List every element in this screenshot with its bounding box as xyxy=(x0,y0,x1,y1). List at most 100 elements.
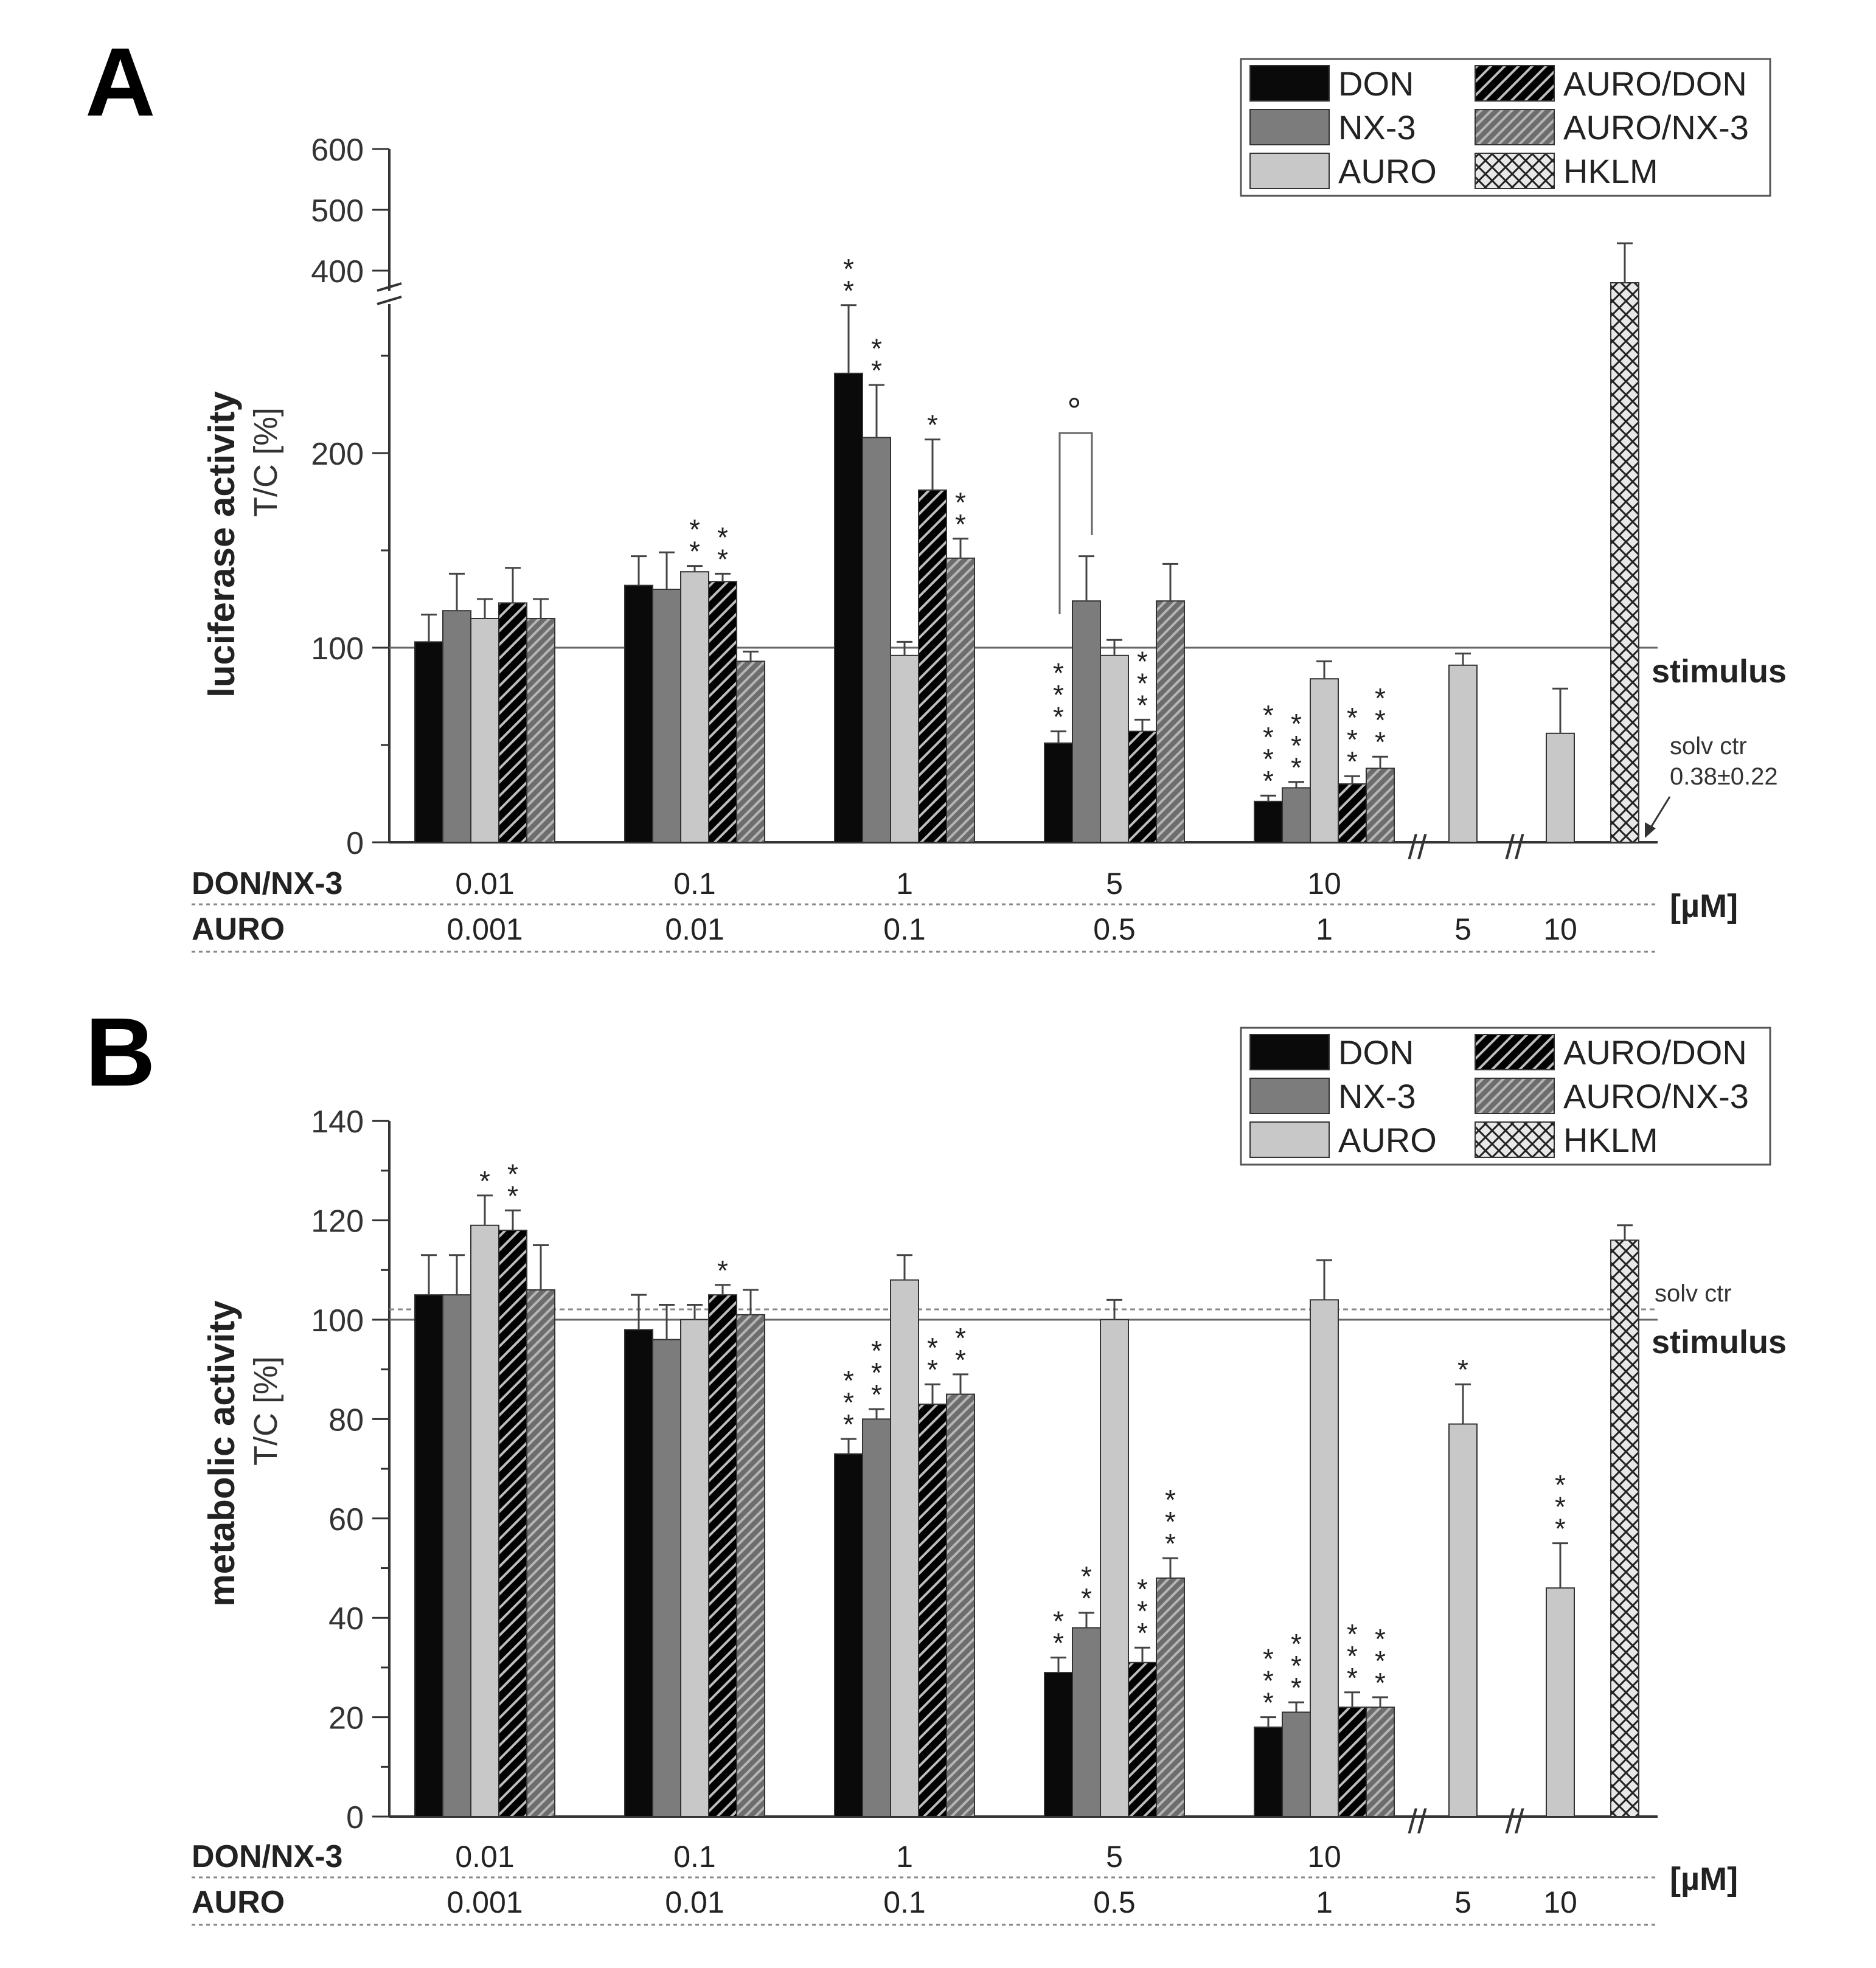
bar-auro xyxy=(1546,1587,1575,1817)
bar-auro-nx-3 xyxy=(526,618,555,843)
panel-a-axis-break xyxy=(377,282,402,292)
y-tick-label: 0 xyxy=(346,826,364,861)
bar-auro-nx-3 xyxy=(1156,600,1185,843)
y-tick-label: 100 xyxy=(311,1303,364,1339)
bar-auro-don xyxy=(1128,1661,1157,1817)
bar-nx-3 xyxy=(862,1418,891,1817)
panel-a-dose-labels: 0.01 0.1 1 5 10 0.001 0.01 0.1 0.5 1 5 10 xyxy=(446,867,1577,946)
bar-auro-don xyxy=(708,581,737,843)
significance-mark: * xyxy=(1137,1617,1148,1649)
bar-nx-3 xyxy=(1072,1627,1101,1818)
significance-mark: * xyxy=(843,1408,854,1440)
y-tick-label: 600 xyxy=(311,133,364,168)
legend-a-swatch-nx3 xyxy=(1249,109,1330,145)
significance-mark: * xyxy=(1137,689,1148,721)
bar-nx-3 xyxy=(862,437,891,843)
bar-nx-3 xyxy=(652,1339,681,1817)
bar-auro xyxy=(1310,1299,1339,1818)
significance-mark: * xyxy=(1263,721,1274,753)
bar-auro xyxy=(890,654,919,844)
legend-b-label-auro-don: AURO/DON xyxy=(1563,1033,1747,1072)
panel-a-bars: ****************************** xyxy=(414,242,1639,844)
significance-mark: * xyxy=(871,1379,882,1410)
panel-a-solvctr-label: solv ctr xyxy=(1670,733,1747,760)
panel-b-solvctr-label: solv ctr xyxy=(1655,1280,1732,1307)
significance-mark: * xyxy=(927,1332,938,1363)
dose-label-auro: 0.5 xyxy=(1093,1885,1136,1919)
bar-auro-don xyxy=(498,602,527,844)
significance-mark: * xyxy=(1555,1469,1566,1501)
y-tick-label: 200 xyxy=(311,437,364,472)
bar-hklm xyxy=(1610,1239,1639,1817)
significance-mark: * xyxy=(955,1322,966,1354)
bar-auro-nx-3 xyxy=(1366,1706,1395,1818)
panel-a-label: A xyxy=(85,27,156,136)
significance-mark: * xyxy=(1263,1687,1274,1719)
significance-mark: * xyxy=(871,1357,882,1388)
panel-a-comparison-symbol: ° xyxy=(1067,391,1081,431)
y-tick-label: 400 xyxy=(311,254,364,289)
panel-b-bars: ***************** *********************** xyxy=(414,1158,1639,1818)
panel-b-ylabel: metabolic activity xyxy=(201,1300,242,1607)
panel-a-x-break-2: // xyxy=(1505,828,1524,866)
legend-b-label-auro: AURO xyxy=(1338,1121,1437,1159)
dose-label-don-nx3: 0.1 xyxy=(673,867,716,901)
bar-don xyxy=(834,1453,863,1818)
significance-mark: * xyxy=(1347,702,1358,733)
bar-nx-3 xyxy=(1282,787,1311,844)
panel-b-row-label-don: DON/NX-3 xyxy=(192,1839,342,1874)
significance-mark: * xyxy=(1137,1595,1148,1627)
significance-mark: * xyxy=(1375,682,1386,714)
dose-label-auro: 0.01 xyxy=(665,1885,724,1919)
bar-auro-nx-3 xyxy=(736,1314,765,1818)
bar-auro-don xyxy=(918,1403,947,1817)
bar-don xyxy=(624,1329,653,1818)
bar-nx-3 xyxy=(1282,1711,1311,1817)
panel-a-x-break-1: // xyxy=(1408,828,1427,866)
y-tick-label: 500 xyxy=(311,193,364,229)
panel-b-unit: [µM] xyxy=(1670,1861,1738,1897)
dose-label-auro: 1 xyxy=(1316,1885,1333,1919)
legend-a-swatch-auro-don xyxy=(1475,65,1555,102)
significance-mark: * xyxy=(927,409,938,441)
significance-mark: * xyxy=(1165,1528,1176,1559)
dose-label-don-nx3: 1 xyxy=(896,1840,913,1874)
bar-don xyxy=(1044,742,1073,844)
significance-mark: * xyxy=(843,1387,854,1418)
bar-auro-nx-3 xyxy=(946,557,975,843)
panel-a-comparison-bracket xyxy=(1058,432,1093,614)
significance-mark: * xyxy=(1375,1645,1386,1677)
bar-auro-don xyxy=(498,1229,527,1817)
significance-mark: * xyxy=(1375,726,1386,758)
significance-mark: * xyxy=(507,1180,518,1211)
significance-mark: * xyxy=(1053,679,1064,711)
significance-mark: * xyxy=(1053,1606,1064,1637)
significance-mark: * xyxy=(1375,704,1386,736)
bar-don xyxy=(414,1294,443,1817)
bar-nx-3 xyxy=(1072,600,1101,843)
dose-label-auro: 10 xyxy=(1543,912,1577,946)
y-tick-label: 80 xyxy=(328,1402,364,1438)
significance-mark: * xyxy=(717,1255,728,1286)
significance-mark: * xyxy=(1555,1513,1566,1545)
significance-mark: * xyxy=(689,514,700,546)
panel-b-ylabel-unit: T/C [%] xyxy=(248,1356,284,1466)
dose-label-auro: 0.5 xyxy=(1093,912,1136,946)
bar-auro xyxy=(890,1279,919,1817)
significance-mark: * xyxy=(1263,765,1274,797)
bar-auro xyxy=(680,571,709,843)
dose-label-auro: 0.1 xyxy=(883,912,926,946)
panel-a-yticks: 0 100 200 400 500 600 xyxy=(311,133,389,861)
significance-mark: * xyxy=(1291,1650,1302,1682)
legend-b: DON NX-3 AURO AURO/DON AURO/NX-3 HKLM xyxy=(1240,1027,1771,1166)
significance-mark: * xyxy=(843,275,854,307)
legend-a-swatch-hklm xyxy=(1475,153,1555,189)
significance-mark: * xyxy=(1137,667,1148,699)
significance-mark: * xyxy=(1291,708,1302,740)
significance-mark: * xyxy=(1165,1484,1176,1516)
panel-a-solvctr-value: 0.38±0.22 xyxy=(1670,763,1778,790)
legend-b-label-auro-nx3: AURO/NX-3 xyxy=(1563,1077,1749,1115)
significance-mark: * xyxy=(507,1158,518,1190)
bar-auro xyxy=(1448,1423,1478,1818)
